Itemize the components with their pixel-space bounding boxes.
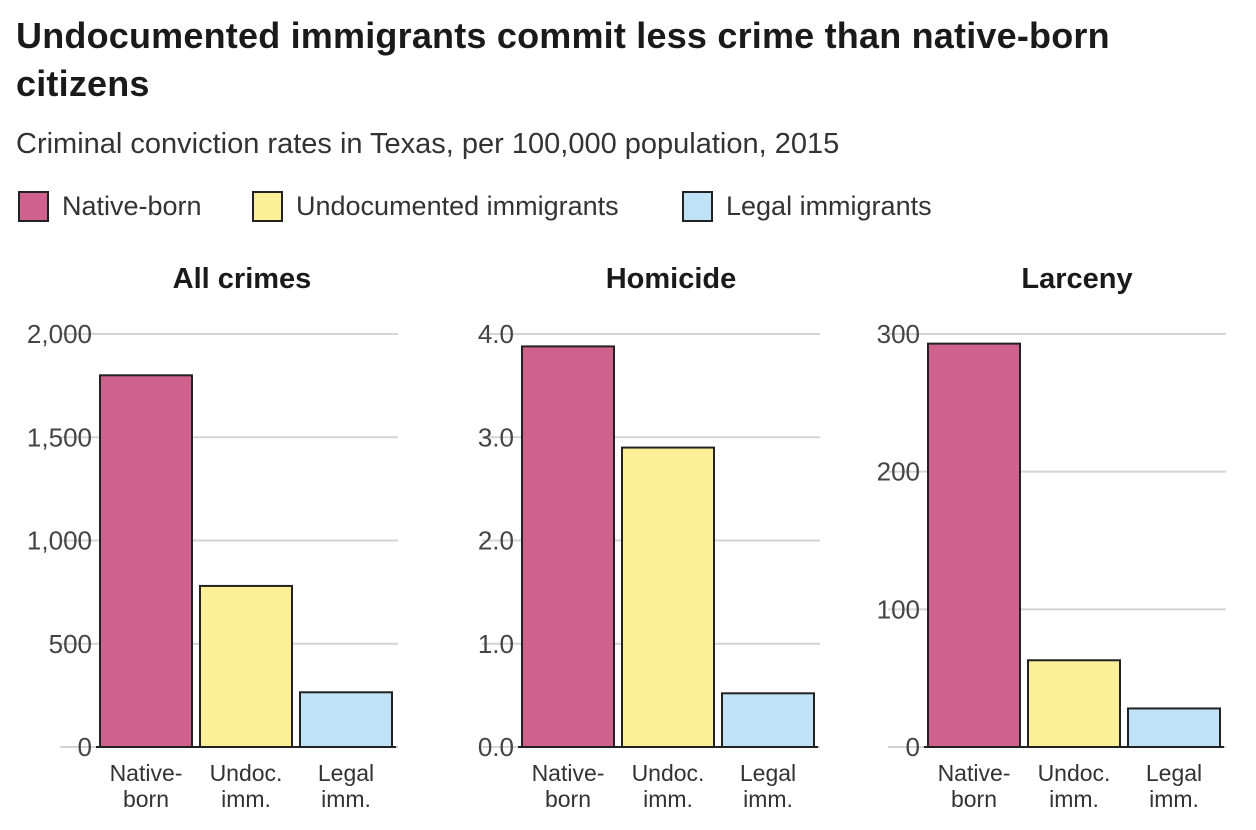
bar-homicide-0 [521, 345, 615, 748]
chart-subtitle: Criminal conviction rates in Texas, per … [16, 128, 840, 160]
y-tick-label-larceny-0: 0 [906, 732, 920, 762]
y-tick-label-homicide-1: 1.0 [478, 629, 514, 659]
bar-charts: All crimes 0 500 1,000 1,500 2,000 Native-born… [27, 263, 1226, 812]
category-label-all-crimes-1-1: imm. [221, 786, 271, 812]
bar-larceny-2 [1127, 707, 1221, 749]
y-tick-label-larceny-3: 300 [877, 319, 920, 349]
bar-larceny-0 [927, 342, 1021, 749]
bar-all-crimes-0 [99, 374, 193, 749]
panel-title-all-crimes: All crimes [173, 263, 312, 295]
y-tick-label-homicide-2: 2.0 [478, 526, 514, 556]
bar-homicide-2 [721, 692, 815, 748]
category-label-homicide-0-0: Native- [532, 760, 605, 786]
legend-label-native-born: Native-born [62, 191, 202, 221]
y-tick-label-homicide-4: 4.0 [478, 319, 514, 349]
category-label-homicide-2-1: imm. [743, 786, 793, 812]
legend-label-legal: Legal immigrants [726, 191, 932, 221]
category-label-all-crimes-1-0: Undoc. [210, 760, 283, 786]
category-label-larceny-1-1: imm. [1049, 786, 1099, 812]
y-tick-label-larceny-2: 200 [877, 457, 920, 487]
category-label-all-crimes-2-0: Legal [318, 760, 374, 786]
category-label-larceny-2-0: Legal [1146, 760, 1202, 786]
y-tick-label-all-crimes-1: 500 [49, 629, 92, 659]
legend-swatch-undocumented [252, 191, 283, 222]
y-tick-label-all-crimes-3: 1,500 [27, 422, 92, 452]
y-tick-label-all-crimes-0: 0 [78, 732, 92, 762]
category-label-homicide-0-1: born [545, 786, 591, 812]
bar-homicide-1 [621, 446, 715, 748]
legend-swatch-native-born [18, 191, 49, 222]
legend-label-undocumented: Undocumented immigrants [296, 191, 619, 221]
category-label-all-crimes-0-1: born [123, 786, 169, 812]
category-label-homicide-2-0: Legal [740, 760, 796, 786]
category-label-all-crimes-0-0: Native- [110, 760, 183, 786]
y-tick-label-all-crimes-4: 2,000 [27, 319, 92, 349]
y-tick-label-homicide-3: 3.0 [478, 422, 514, 452]
category-label-homicide-1-1: imm. [643, 786, 693, 812]
y-tick-label-larceny-1: 100 [877, 594, 920, 624]
category-label-larceny-1-0: Undoc. [1038, 760, 1111, 786]
chart-title: Undocumented immigrants commit less crim… [16, 15, 1110, 104]
category-label-homicide-1-0: Undoc. [632, 760, 705, 786]
category-label-larceny-0-0: Native- [938, 760, 1011, 786]
panel-title-homicide: Homicide [606, 263, 737, 295]
bar-all-crimes-1 [199, 584, 293, 748]
bar-larceny-1 [1027, 659, 1121, 748]
category-label-larceny-2-1: imm. [1149, 786, 1199, 812]
panel-title-larceny: Larceny [1021, 263, 1132, 295]
legend-swatch-legal [682, 191, 713, 222]
category-label-all-crimes-2-1: imm. [321, 786, 371, 812]
category-label-larceny-0-1: born [951, 786, 997, 812]
bar-all-crimes-2 [299, 691, 393, 748]
y-tick-label-all-crimes-2: 1,000 [27, 526, 92, 556]
y-tick-label-homicide-0: 0.0 [478, 732, 514, 762]
